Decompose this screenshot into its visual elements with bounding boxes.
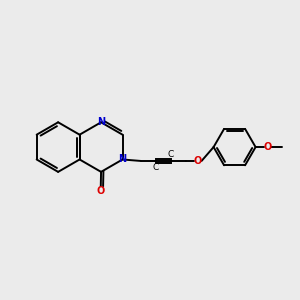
Text: O: O — [97, 187, 105, 196]
Text: N: N — [118, 154, 127, 164]
Text: O: O — [263, 142, 272, 152]
Text: N: N — [97, 117, 105, 127]
Text: C: C — [153, 163, 159, 172]
Text: O: O — [194, 156, 202, 166]
Text: C: C — [168, 150, 174, 159]
